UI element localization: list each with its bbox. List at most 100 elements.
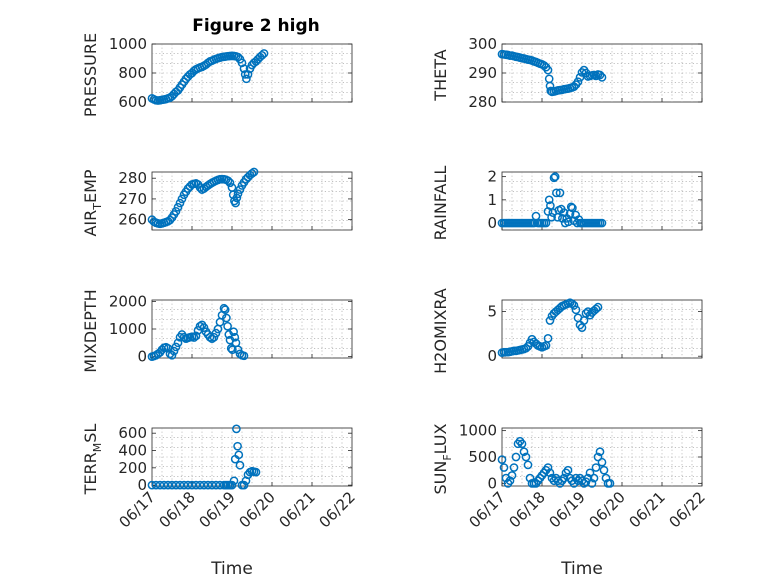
data-point bbox=[249, 167, 259, 177]
data-point bbox=[563, 465, 573, 475]
data-point bbox=[575, 73, 585, 82]
x-tick-label: 06/17 bbox=[466, 488, 509, 531]
data-point bbox=[517, 439, 527, 449]
data-point bbox=[177, 194, 187, 204]
data-point bbox=[552, 188, 561, 198]
data-point bbox=[171, 480, 181, 490]
data-point bbox=[577, 68, 587, 77]
data-point bbox=[509, 463, 519, 472]
data-point bbox=[228, 345, 237, 355]
y-tick-label: 0 bbox=[487, 474, 497, 492]
data-point bbox=[581, 309, 591, 318]
data-point bbox=[225, 178, 235, 188]
subplot-pressure: 600 800 1000 PRESSURE bbox=[81, 33, 353, 117]
data-point bbox=[235, 460, 245, 470]
data-point bbox=[567, 299, 577, 308]
data-point bbox=[569, 301, 579, 310]
y-tick-label: 0 bbox=[137, 476, 147, 494]
y-tick-label: 5 bbox=[487, 303, 497, 321]
data-point bbox=[597, 457, 607, 467]
data-point bbox=[191, 480, 201, 490]
data-point bbox=[595, 447, 605, 457]
data-point bbox=[232, 424, 241, 434]
x-tick-label: 06/19 bbox=[196, 488, 239, 531]
data-point bbox=[497, 455, 507, 464]
data-point bbox=[591, 71, 601, 81]
data-point bbox=[179, 332, 189, 342]
data-point bbox=[209, 332, 219, 342]
subplot-theta: 280 290 300 THETA bbox=[431, 35, 703, 111]
x-axis-label: Time bbox=[560, 559, 603, 579]
y-tick-label: 0 bbox=[487, 214, 497, 232]
data-point bbox=[175, 480, 185, 490]
y-axis-label: MIXDEPTH bbox=[81, 289, 100, 372]
data-point bbox=[257, 50, 267, 60]
y-axis-label: RAINFALL bbox=[431, 166, 450, 241]
data-point bbox=[521, 452, 531, 462]
data-point bbox=[591, 304, 601, 314]
data-point bbox=[242, 74, 251, 84]
data-point bbox=[593, 302, 603, 312]
data-point bbox=[199, 480, 209, 490]
data-point bbox=[229, 476, 239, 486]
data-point bbox=[541, 218, 551, 228]
data-point bbox=[155, 480, 165, 490]
data-point bbox=[237, 58, 247, 68]
y-tick-label: 600 bbox=[118, 93, 147, 111]
data-point bbox=[191, 331, 201, 341]
data-point bbox=[219, 303, 229, 313]
data-point bbox=[511, 452, 521, 462]
subplot-air_temp: 260 270 280 AIRTEMP bbox=[81, 167, 353, 237]
x-axis-label: Time bbox=[210, 559, 253, 579]
data-point bbox=[564, 217, 573, 227]
y-tick-label: 1 bbox=[487, 191, 497, 209]
data-point bbox=[549, 173, 559, 183]
x-tick-label: 06/18 bbox=[156, 488, 199, 531]
data-point bbox=[203, 480, 213, 490]
data-point bbox=[233, 52, 243, 62]
data-point bbox=[544, 195, 554, 205]
data-point bbox=[211, 480, 221, 490]
y-tick-label: 0 bbox=[487, 347, 497, 365]
data-point bbox=[223, 176, 233, 186]
data-point bbox=[207, 334, 217, 344]
data-point bbox=[595, 70, 605, 80]
data-point bbox=[555, 188, 565, 198]
y-axis-label: SUNFLUX bbox=[431, 423, 454, 494]
y-axis-label: TERRMSL bbox=[81, 424, 104, 496]
data-point bbox=[239, 351, 249, 361]
x-tick-label: 06/17 bbox=[116, 488, 159, 531]
y-tick-label: 600 bbox=[118, 424, 147, 442]
x-tick-label: 06/22 bbox=[316, 488, 359, 531]
y-tick-label: 1000 bbox=[109, 35, 147, 53]
data-point bbox=[505, 476, 515, 486]
data-point bbox=[605, 479, 615, 488]
data-point bbox=[171, 342, 181, 352]
data-point bbox=[222, 313, 231, 323]
y-tick-label: 280 bbox=[118, 169, 147, 187]
data-point bbox=[559, 473, 569, 483]
subplot-rainfall: 0 1 2 RAINFALL bbox=[431, 166, 703, 241]
data-point bbox=[543, 463, 553, 472]
y-tick-label: 0 bbox=[137, 348, 147, 366]
data-point bbox=[215, 480, 225, 490]
data-point bbox=[235, 185, 245, 194]
subplot-h2omixra: 0 5 H2OMIXRA bbox=[431, 288, 703, 374]
data-point bbox=[247, 169, 257, 178]
data-point bbox=[239, 480, 249, 490]
data-point bbox=[234, 450, 244, 460]
y-tick-label: 280 bbox=[468, 93, 497, 111]
x-tick-label: 06/22 bbox=[666, 488, 709, 531]
data-point bbox=[189, 333, 199, 342]
data-point bbox=[543, 334, 553, 343]
data-point bbox=[183, 480, 193, 490]
data-point bbox=[163, 480, 173, 490]
data-point bbox=[259, 49, 269, 58]
data-point bbox=[211, 328, 221, 338]
data-point bbox=[233, 441, 242, 451]
data-point bbox=[243, 70, 253, 79]
data-point bbox=[240, 70, 250, 79]
data-point bbox=[599, 465, 609, 475]
